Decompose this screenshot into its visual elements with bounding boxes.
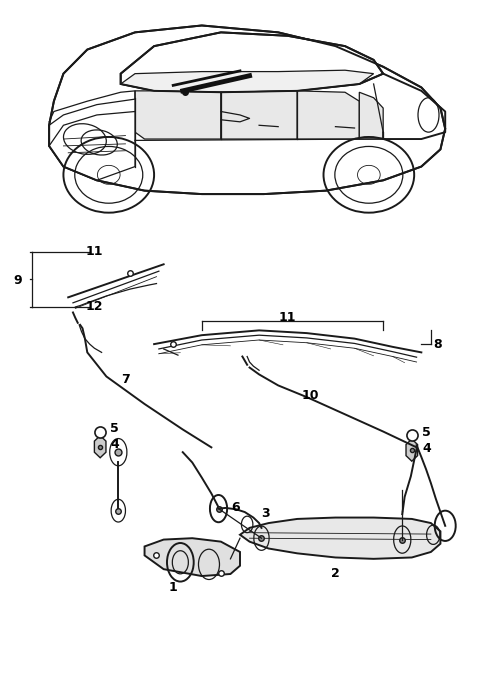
Text: 5: 5 (422, 426, 431, 439)
Text: 6: 6 (231, 501, 240, 513)
Text: 1: 1 (169, 581, 178, 594)
Polygon shape (240, 518, 441, 559)
Polygon shape (49, 26, 445, 194)
Text: 10: 10 (302, 388, 320, 401)
Text: 8: 8 (433, 338, 442, 350)
Text: 2: 2 (331, 567, 340, 580)
Text: 9: 9 (13, 274, 22, 287)
Polygon shape (95, 435, 106, 457)
Text: 3: 3 (262, 507, 270, 520)
Polygon shape (221, 91, 297, 139)
Text: 12: 12 (86, 301, 103, 314)
Polygon shape (49, 111, 135, 180)
Polygon shape (120, 32, 383, 92)
Polygon shape (406, 439, 418, 461)
Text: 5: 5 (110, 422, 119, 435)
Polygon shape (360, 92, 383, 139)
Text: 11: 11 (86, 245, 103, 258)
Text: 4: 4 (422, 442, 431, 455)
Polygon shape (120, 70, 373, 92)
Polygon shape (297, 91, 360, 139)
Text: 11: 11 (279, 312, 297, 325)
Polygon shape (144, 538, 240, 576)
Text: 4: 4 (110, 438, 119, 451)
Text: 7: 7 (120, 373, 130, 386)
Polygon shape (135, 91, 221, 139)
